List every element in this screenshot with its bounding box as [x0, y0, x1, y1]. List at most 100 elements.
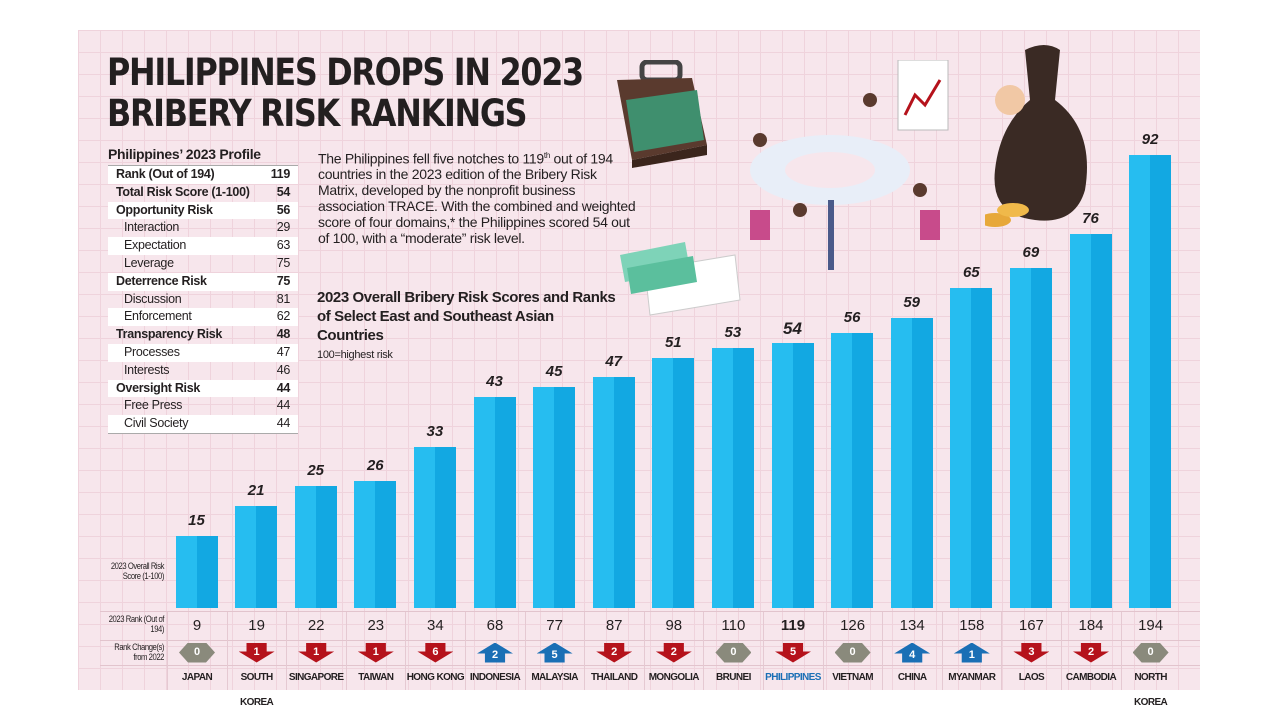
profile-value: 62	[276, 309, 291, 324]
rank-value: 167	[1001, 612, 1060, 640]
row-label-rank: 2023 Rank (Out of 194)	[108, 614, 165, 634]
profile-row: Civil Society 44	[108, 415, 298, 433]
arrow-down-icon: 2	[1073, 642, 1109, 663]
intro-text: The Philippines fell five notches to 119	[318, 150, 544, 167]
rank-change: 5	[524, 640, 584, 665]
profile-value: 75	[276, 255, 291, 270]
divider	[100, 611, 1200, 612]
value-label: 21	[247, 482, 265, 500]
profile-value: 46	[276, 362, 291, 377]
profile-label: Interests	[124, 362, 170, 377]
country-label: MYANMAR	[941, 665, 1001, 690]
value-label: 15	[188, 511, 205, 529]
rank-value: 68	[465, 612, 524, 640]
bar-china	[890, 317, 933, 608]
arrow-down-icon: 1	[298, 642, 335, 663]
rank-value: 184	[1061, 612, 1120, 640]
rank-change: 1	[941, 640, 1001, 665]
money-bag-illustration	[985, 45, 1087, 227]
country-label: CAMBODIA	[1061, 665, 1120, 690]
profile-value: 56	[276, 202, 291, 217]
arrow-up-icon: 4	[894, 642, 931, 663]
bar-japan	[175, 535, 218, 608]
rank-value: 119	[763, 612, 822, 640]
profile-label: Processes	[124, 344, 180, 359]
value-label: 51	[664, 333, 682, 351]
profile-row: Oversight Risk 44	[108, 379, 298, 398]
bar-mongolia	[652, 357, 695, 608]
rank-change: 0	[167, 640, 226, 665]
cash-envelope-illustration	[620, 242, 741, 316]
profile-value: 63	[276, 238, 291, 253]
profile-row: Discussion 81	[108, 291, 298, 309]
bar-myanmar	[950, 288, 993, 608]
rank-change: 1	[345, 640, 405, 665]
rank-value: 23	[345, 612, 405, 640]
profile-label: Total Risk Score (1-100)	[116, 184, 250, 199]
profile-value: 47	[276, 344, 291, 359]
value-label: 54	[783, 318, 802, 338]
value-label: 33	[426, 422, 444, 440]
chart-title: 2023 Overall Bribery Risk Scores and Ran…	[317, 289, 616, 344]
rank-change: 2	[643, 640, 703, 665]
rank-value: 126	[822, 612, 882, 640]
arrow-up-icon: 2	[477, 642, 513, 663]
rank-value: 9	[167, 612, 226, 640]
profile-value: 29	[276, 220, 291, 235]
arrow-zero-icon: 0	[1132, 642, 1169, 663]
rank-value: 77	[524, 612, 584, 640]
rank-value: 98	[643, 612, 703, 640]
profile-label: Opportunity Risk	[116, 202, 213, 217]
profile-row: Rank (Out of 194) 119	[108, 166, 298, 184]
profile-label: Enforcement	[124, 309, 192, 324]
rank-value: 194	[1120, 612, 1180, 640]
value-label: 56	[843, 308, 861, 326]
arrow-down-icon: 3	[1013, 642, 1050, 663]
country-label: LAOS	[1001, 665, 1060, 690]
profile-label: Deterrence Risk	[116, 273, 207, 288]
profile-row: Transparency Risk 48	[108, 326, 298, 344]
bar-cambodia	[1069, 233, 1112, 608]
profile-value: 54	[276, 184, 291, 199]
arrow-down-icon: 1	[238, 642, 275, 663]
value-label: 47	[605, 353, 623, 371]
country-label: HONG KONG	[405, 665, 465, 690]
rank-change: 5	[763, 640, 822, 665]
rank-change: 1	[226, 640, 286, 665]
profile-label: Interaction	[124, 220, 180, 235]
value-label: 45	[545, 363, 563, 381]
bar-thailand	[592, 377, 635, 608]
profile-label: Free Press	[124, 398, 183, 413]
value-label: 59	[903, 293, 921, 311]
profile-row: Deterrence Risk 75	[108, 272, 298, 291]
country-label: BRUNEI	[703, 665, 762, 690]
country-label: JAPAN	[167, 665, 226, 690]
bar-hong-kong	[413, 446, 456, 608]
meeting-table-illustration	[750, 60, 949, 270]
value-label: 53	[724, 323, 742, 341]
briefcase-illustration	[617, 60, 707, 168]
profile-label: Civil Society	[124, 416, 189, 431]
rank-change: 2	[465, 640, 524, 665]
rank-value: 87	[584, 612, 643, 640]
profile-row: Total Risk Score (1-100) 54	[108, 184, 298, 202]
rank-value: 22	[286, 612, 345, 640]
country-label: INDONESIA	[465, 665, 524, 690]
arrow-zero-icon: 0	[715, 642, 752, 663]
country-label: PHILIPPINES	[763, 665, 822, 690]
country-label: NORTH KOREA	[1120, 665, 1180, 708]
profile-label: Leverage	[124, 255, 174, 270]
profile-label: Transparency Risk	[116, 327, 223, 342]
country-label: CHINA	[882, 665, 941, 690]
profile-value: 44	[276, 416, 291, 431]
value-label: 25	[307, 462, 325, 480]
rank-change: 0	[703, 640, 762, 665]
bar-malaysia	[533, 387, 576, 608]
profile-label: Rank (Out of 194)	[116, 167, 215, 181]
rank-change: 4	[882, 640, 941, 665]
divider	[100, 640, 1200, 641]
rank-value: 134	[882, 612, 941, 640]
profile-label: Oversight Risk	[116, 380, 201, 395]
bar-north-korea	[1129, 154, 1172, 608]
page-title: PHILIPPINES DROPS IN 2023 BRIBERY RISK R…	[107, 51, 584, 135]
